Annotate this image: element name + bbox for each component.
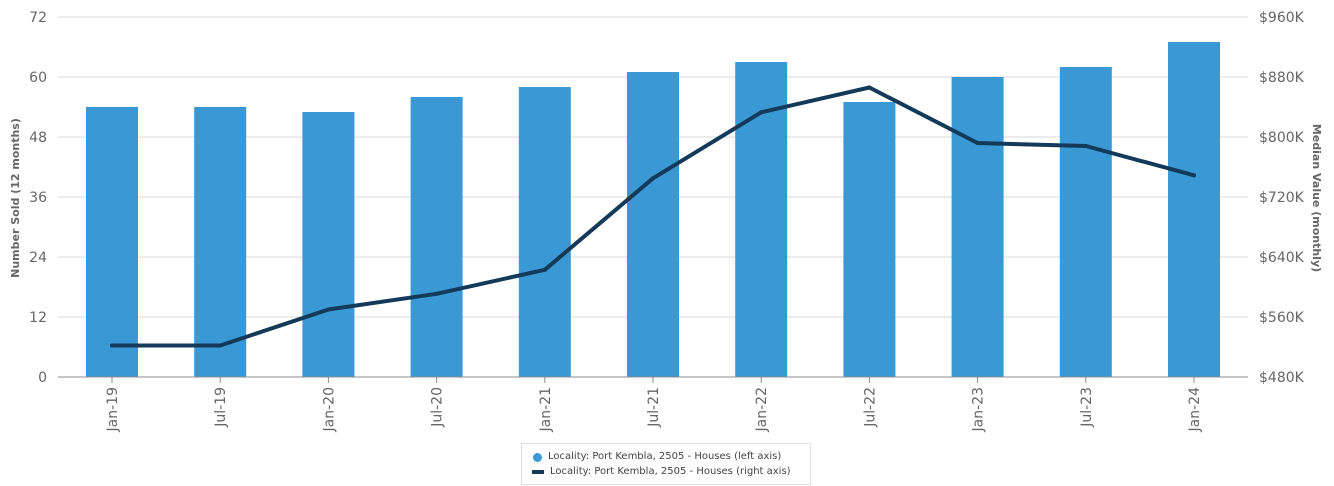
x-tick-label: Jul-19: [213, 387, 229, 428]
left-tick-label: 60: [29, 70, 47, 86]
bar: [1168, 42, 1220, 377]
line-point: [110, 343, 114, 348]
left-axis-title: Number Sold (12 months): [9, 118, 22, 278]
x-tick-label: Jul-20: [430, 387, 446, 428]
bar: [410, 97, 463, 377]
x-tick-label: Jul-21: [646, 387, 662, 428]
x-axis-ticks: Jan-19 Jul-19 Jan-20 Jul-20 Jan-21 Jul-21 Jan-…: [105, 377, 1203, 432]
line-point: [651, 176, 655, 181]
bar: [518, 87, 571, 377]
x-tick-label: Jan-22: [754, 387, 770, 432]
right-axis-ticks: $480K $560K $640K $720K $800K $880K $960K: [1259, 10, 1305, 386]
left-tick-label: 12: [29, 310, 47, 326]
x-tick-label: Jan-21: [538, 387, 554, 432]
line-point: [759, 110, 764, 115]
legend-item-line[interactable]: Locality: Port Kembla, 2505 - Houses (ri…: [532, 465, 791, 479]
left-tick-label: 36: [29, 190, 47, 206]
right-tick-label: $720K: [1259, 190, 1305, 206]
line-point: [326, 307, 331, 312]
legend-marker-circle-icon: [533, 452, 542, 462]
bar: [1059, 67, 1112, 377]
x-tick-label: Jul-23: [1079, 387, 1095, 428]
x-tick-label: Jan-24: [1187, 387, 1203, 433]
right-tick-label: $960K: [1259, 10, 1305, 26]
right-tick-label: $640K: [1259, 250, 1305, 266]
line-point: [218, 343, 223, 348]
legend: Locality: Port Kembla, 2505 - Houses (le…: [521, 443, 811, 485]
right-tick-label: $560K: [1259, 310, 1305, 326]
left-tick-label: 24: [29, 250, 47, 266]
left-tick-label: 72: [29, 10, 47, 26]
legend-label-bars: Locality: Port Kembla, 2505 - Houses (le…: [548, 451, 782, 462]
bar: [86, 107, 138, 377]
bar: [843, 102, 896, 377]
left-tick-label: 48: [29, 130, 47, 146]
line-point: [542, 267, 547, 272]
legend-marker-line-icon: [532, 470, 544, 474]
right-tick-label: $880K: [1259, 70, 1305, 86]
right-tick-label: $480K: [1259, 370, 1305, 386]
left-tick-label: 0: [38, 370, 47, 386]
line-point: [1192, 173, 1196, 178]
line-point: [1083, 144, 1088, 148]
x-tick-label: Jan-19: [105, 387, 121, 432]
bar-series: [86, 42, 1220, 377]
bar: [627, 72, 679, 377]
legend-label-line: Locality: Port Kembla, 2505 - Houses (ri…: [550, 466, 791, 477]
bar: [302, 112, 355, 377]
right-tick-label: $800K: [1259, 130, 1305, 146]
x-tick-label: Jul-22: [862, 387, 878, 428]
line-series: [110, 85, 1196, 348]
left-axis-ticks: 0 12 24 36 48 60 72: [29, 10, 47, 386]
line-point: [867, 85, 872, 90]
x-tick-label: Jan-20: [321, 387, 337, 432]
line-point: [434, 291, 439, 296]
legend-item-bars[interactable]: Locality: Port Kembla, 2505 - Houses (le…: [532, 450, 781, 464]
x-tick-label: Jan-23: [971, 387, 987, 432]
bar: [951, 77, 1004, 377]
right-axis-title: Median Value (monthly): [1310, 124, 1323, 272]
bar: [194, 107, 247, 377]
line-point: [975, 141, 980, 145]
